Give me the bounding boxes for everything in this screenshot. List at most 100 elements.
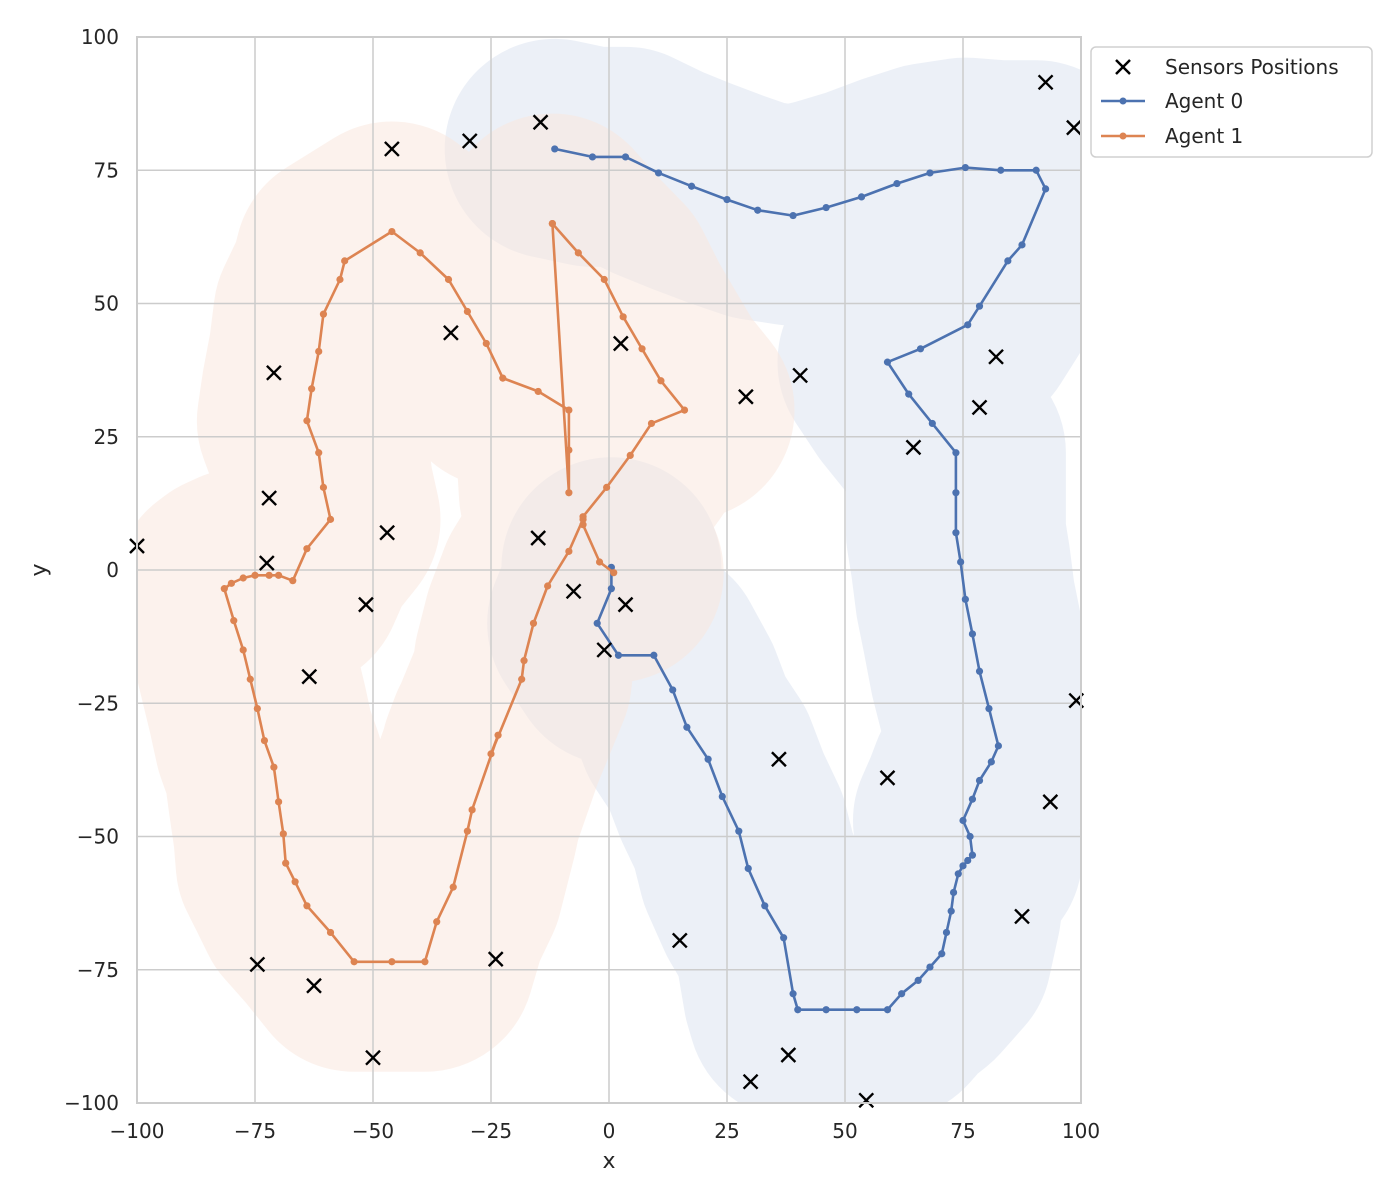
series-point-agent-0 [975, 667, 984, 675]
series-point-agent-1 [326, 515, 335, 523]
series-point-agent-0 [607, 585, 615, 593]
y-tick-label: −75 [77, 958, 119, 982]
series-point-agent-0 [1004, 257, 1012, 265]
series-point-agent-0 [614, 651, 623, 659]
series-point-agent-1 [565, 547, 573, 555]
sensor-marker [461, 133, 478, 149]
series-point-agent-1 [239, 646, 247, 654]
sensor-marker [879, 770, 896, 786]
sensor-marker [971, 399, 988, 416]
sensor-marker [358, 596, 374, 613]
sensor-marker [596, 642, 613, 658]
series-point-agent-0 [551, 145, 559, 153]
series-point-agent-0 [964, 321, 972, 329]
series-point-agent-0 [883, 358, 892, 366]
series-point-agent-0 [735, 827, 743, 835]
series-point-agent-1 [463, 827, 471, 835]
series-point-agent-1 [444, 275, 453, 284]
series-point-agent-1 [308, 385, 316, 393]
sensor-marker [249, 956, 266, 973]
y-axis-label: y [27, 563, 52, 576]
series-point-agent-0 [942, 928, 951, 937]
series-point-agent-0 [975, 302, 984, 310]
series-point-agent-0 [964, 856, 972, 865]
series-point-agent-0 [853, 1006, 861, 1014]
series-point-agent-1 [565, 446, 573, 454]
legend-label-sensors: Sensors Positions [1165, 55, 1339, 79]
series-point-agent-0 [794, 1006, 802, 1014]
series-point-agent-1 [482, 339, 490, 348]
series-point-agent-0 [718, 792, 726, 801]
plot-frame [136, 36, 1082, 1104]
series-point-agent-0 [688, 182, 696, 190]
series-point-agent-1 [220, 585, 228, 593]
x-tick-label: −50 [352, 1119, 394, 1143]
series-point-agent-1 [579, 521, 587, 529]
x-tick-label: 25 [714, 1119, 739, 1143]
series-point-agent-1 [275, 571, 283, 579]
sensor-marker [384, 141, 400, 157]
series-point-agent-1 [600, 275, 608, 284]
series-point-agent-0 [650, 651, 658, 659]
series-line-agent-1 [223, 222, 686, 964]
series-point-agent-0 [914, 976, 922, 985]
series-point-agent-0 [938, 950, 946, 958]
series-point-agent-0 [985, 704, 993, 713]
series-point-agent-0 [822, 203, 830, 212]
series-point-agent-0 [987, 758, 995, 766]
series-point-agent-1 [350, 958, 358, 966]
series-point-agent-0 [588, 153, 597, 161]
x-tick-label: 50 [832, 1119, 857, 1143]
series-point-agent-0 [994, 742, 1003, 750]
y-tick-label: −50 [77, 825, 119, 849]
sensor-marker [742, 1073, 759, 1090]
series-point-agent-0 [975, 776, 984, 785]
series-point-agent-0 [780, 934, 788, 942]
series-point-agent-1 [529, 619, 538, 627]
series-point-agent-1 [416, 249, 424, 257]
series-point-agent-1 [246, 675, 254, 683]
sensor-marker [258, 555, 275, 571]
series-point-agent-1 [433, 918, 441, 926]
series-point-agent-1 [260, 736, 269, 745]
series-point-agent-0 [1042, 185, 1050, 193]
series-point-agent-0 [916, 345, 925, 353]
sensor-marker [487, 951, 504, 967]
series-point-agent-1 [291, 878, 299, 886]
tick-labels: −100 −75 −50 −25 0 25 50 75 100 −100 −75 −50 −25 0 25 5… [64, 25, 1100, 1143]
sensor-marker [1014, 908, 1030, 925]
series-point-agent-0 [704, 755, 712, 763]
series-point-agent-1 [520, 657, 528, 665]
sensor-layer [129, 74, 1085, 1109]
x-tick-label: 0 [603, 1119, 616, 1143]
series-point-agent-1 [499, 374, 507, 382]
series-point-agent-1 [227, 579, 235, 587]
legend: Sensors Positions Agent 0 Agent 1 [1090, 46, 1373, 158]
series-point-agent-0 [669, 686, 677, 694]
series-point-agent-1 [289, 577, 297, 585]
sensor-marker [617, 596, 634, 613]
x-tick-label: −100 [110, 1119, 165, 1143]
sensor-marker [1042, 794, 1059, 810]
series-point-agent-1 [315, 449, 323, 457]
series-point-agent-1 [548, 219, 556, 228]
series-point-agent-1 [303, 417, 311, 425]
series-point-agent-0 [926, 963, 934, 971]
series-point-agent-1 [595, 558, 604, 566]
series-point-agent-1 [565, 489, 573, 497]
series-point-agent-0 [723, 195, 731, 204]
legend-agent1-marker [1101, 132, 1145, 140]
series-point-agent-1 [315, 347, 323, 356]
coverage-bands [137, 38, 1081, 1103]
series-point-agent-0 [883, 1006, 892, 1014]
series-point-agent-1 [579, 515, 587, 523]
sensor-marker [671, 932, 688, 949]
sensor-marker [530, 530, 547, 546]
legend-label-agent0: Agent 0 [1165, 89, 1243, 113]
y-tick-label: 100 [81, 25, 119, 49]
series-point-agent-0 [654, 169, 663, 177]
y-tick-label: −100 [64, 1091, 119, 1115]
series-point-agent-1 [468, 806, 476, 814]
series-point-agent-1 [239, 574, 247, 582]
